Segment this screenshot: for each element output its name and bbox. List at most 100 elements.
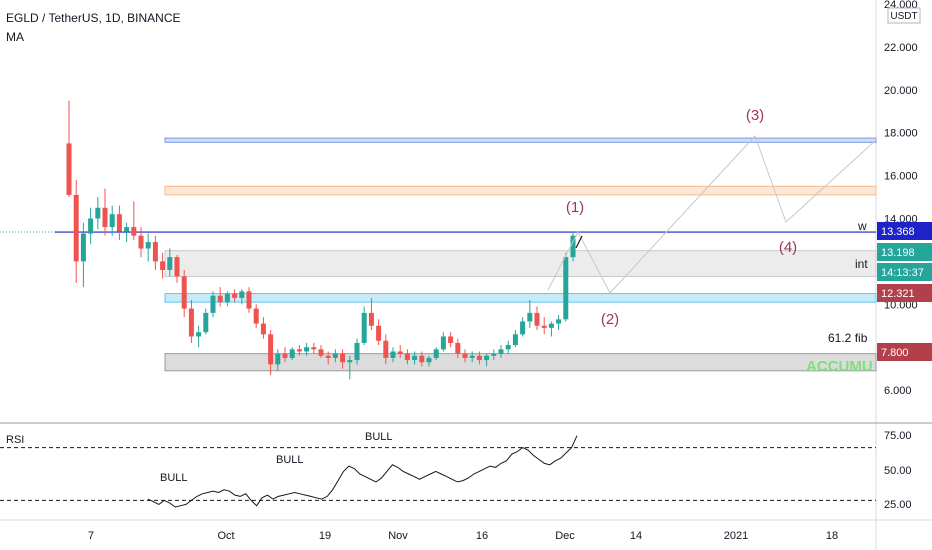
candle-body: [383, 340, 389, 358]
zones-layer: [0, 137, 877, 372]
candle-body: [152, 242, 158, 262]
candle-body: [260, 323, 266, 335]
price-tick-label: 18.000: [884, 128, 918, 140]
candle-body: [116, 214, 122, 232]
candle-body: [376, 325, 382, 341]
candle-body: [448, 336, 454, 343]
candle-body: [318, 349, 324, 356]
rsi-layer: RSI BULL BULL BULL: [0, 431, 876, 508]
candle-body: [332, 353, 338, 358]
candle-body: [548, 323, 554, 328]
candle-body: [397, 351, 403, 354]
price-tick-label: 16.000: [884, 171, 918, 183]
price-tag: [877, 222, 932, 240]
rsi-line: [147, 435, 578, 508]
price-tag: [877, 243, 932, 261]
candle-body: [196, 332, 202, 337]
bull-label-3: BULL: [365, 431, 393, 443]
candle-body: [124, 227, 130, 232]
zone-band: [164, 293, 877, 303]
candle-body: [412, 355, 418, 361]
candle-body: [390, 351, 396, 358]
wave-marker-line: [575, 235, 583, 249]
candle-body: [73, 194, 79, 262]
price-tag: [877, 343, 932, 361]
candle-body: [174, 257, 180, 277]
time-tick-label: 14: [630, 530, 642, 542]
currency-label: USDT: [890, 11, 917, 22]
candle-body: [563, 257, 569, 320]
candle-body: [433, 349, 439, 358]
int-label: int: [855, 257, 868, 271]
price-tag-label: 12.321: [881, 288, 915, 300]
wave-projection-path: [547, 135, 877, 294]
candle-body: [541, 325, 547, 328]
candle-body: [512, 334, 518, 346]
candle-body: [246, 291, 252, 309]
rsi-title: RSI: [6, 434, 24, 446]
price-tick-label: 10.000: [884, 299, 918, 311]
price-tick-label: 24.000: [884, 0, 918, 11]
price-tag-label: 13.198: [881, 247, 915, 259]
candle-body: [95, 207, 101, 219]
price-tick-label: 20.000: [884, 85, 918, 97]
candle-body: [570, 235, 576, 258]
candle-body: [419, 355, 425, 363]
candle-body: [491, 353, 497, 356]
rsi-tick-label: 25.00: [884, 499, 912, 511]
candle-body: [239, 291, 245, 298]
candle-body: [253, 308, 259, 324]
time-tick-label: Dec: [555, 530, 575, 542]
candle-body: [296, 349, 302, 352]
wave-label: (3): [746, 107, 764, 124]
time-tick-label: 16: [476, 530, 488, 542]
candle-body: [325, 355, 331, 358]
zone-band: [164, 185, 877, 196]
candle-body: [282, 353, 288, 358]
time-tick-label: Oct: [217, 530, 234, 542]
candle-body: [109, 214, 115, 228]
candle-body: [354, 342, 360, 361]
candle-body: [484, 355, 490, 361]
candle-body: [404, 353, 410, 361]
candle-body: [203, 312, 209, 333]
candle-body: [167, 257, 173, 270]
candle-body: [455, 342, 461, 354]
candle-body: [217, 295, 223, 303]
candle-body: [138, 235, 144, 249]
rsi-tick-label: 75.00: [884, 430, 912, 442]
time-tick-label: Nov: [388, 530, 408, 542]
candle-body: [160, 261, 166, 270]
candle-body: [289, 349, 295, 358]
wave-label: (2): [601, 311, 619, 328]
zone-band: [164, 137, 877, 143]
candle-body: [66, 143, 72, 195]
candle-body: [556, 319, 562, 324]
price-tag: [877, 284, 932, 302]
candle-body: [311, 347, 317, 350]
candle-body: [80, 233, 86, 262]
wave-label: (1): [566, 199, 584, 216]
candle-body: [232, 293, 238, 298]
candle-body: [498, 349, 504, 354]
price-tag-label: 13.368: [881, 226, 915, 238]
price-tag-label: 7.800: [881, 347, 909, 359]
candle-body: [268, 334, 274, 365]
candle-body: [304, 347, 310, 352]
candle-body: [368, 312, 374, 326]
candle-body: [527, 312, 533, 322]
time-tick-label: 7: [88, 530, 94, 542]
candle-body: [102, 207, 108, 228]
candle-body: [145, 242, 151, 249]
candles-layer: [66, 100, 576, 380]
fib-label: 61.2 fib: [828, 331, 868, 345]
candle-body: [361, 312, 367, 343]
candle-body: [275, 353, 281, 365]
candle-body: [534, 312, 540, 326]
candle-body: [440, 336, 446, 350]
w-label: w: [857, 219, 867, 233]
axis-layer: 24.00022.00020.00018.00016.00014.00010.0…: [88, 0, 932, 542]
candle-body: [476, 355, 482, 361]
candle-body: [131, 227, 137, 236]
rsi-tick-label: 50.00: [884, 465, 912, 477]
